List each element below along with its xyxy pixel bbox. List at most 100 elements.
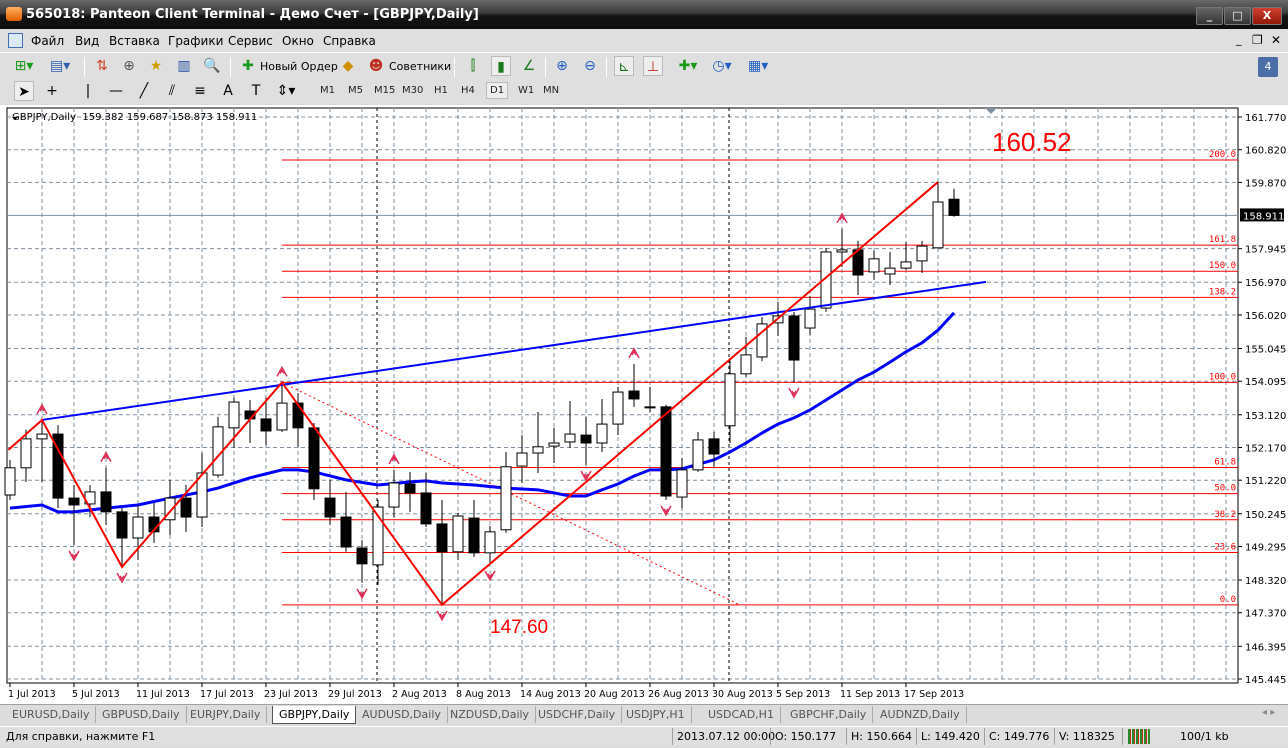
menu-window[interactable]: Окно	[282, 34, 314, 48]
date-tick-label: 2 Aug 2013	[392, 689, 447, 700]
data-window-icon[interactable]: ⊕	[123, 58, 135, 74]
minimize-button[interactable]: _	[1196, 7, 1223, 25]
line-chart-icon[interactable]: ∠	[522, 58, 536, 74]
swing-low-arrow-icon	[580, 470, 592, 482]
timeframe-m1[interactable]: M1	[320, 85, 335, 96]
status-high: H: 150.664	[851, 730, 912, 743]
date-tick-label: 26 Aug 2013	[648, 689, 709, 700]
candle-body	[324, 497, 336, 518]
tab-scroll-arrows[interactable]: ◂ ▸	[1262, 707, 1276, 718]
menu-help[interactable]: Справка	[323, 34, 376, 48]
candle-body	[68, 497, 80, 506]
status-low: L: 149.420	[921, 730, 980, 743]
menu-insert[interactable]: Вставка	[109, 34, 160, 48]
timeframe-d1[interactable]: D1	[486, 82, 509, 99]
profiles-icon[interactable]: ▤▾	[50, 58, 71, 74]
chart-tab[interactable]: GBPCHF,Daily	[784, 706, 874, 723]
timeframe-h1[interactable]: H1	[434, 85, 448, 96]
equidistant-channel-icon[interactable]: ⫽	[168, 83, 176, 99]
swing-low-arrow-icon	[788, 387, 800, 399]
candle-body	[4, 467, 16, 496]
auto-scroll-icon[interactable]: ⊾	[614, 56, 634, 76]
experts-icon: ☻	[368, 58, 384, 74]
maximize-button[interactable]: □	[1224, 7, 1251, 25]
menu-file[interactable]: Файл	[31, 34, 65, 48]
strategy-tester-icon[interactable]: 🔍	[203, 58, 221, 74]
chart-tab[interactable]: EURUSD,Daily	[6, 706, 97, 723]
status-help: Для справки, нажмите F1	[6, 730, 156, 743]
date-tick-label: 5 Sep 2013	[776, 689, 830, 700]
menu-charts[interactable]: Графики	[168, 34, 224, 48]
chart-shift-icon[interactable]: ⊥	[643, 56, 663, 76]
timeframe-mn[interactable]: MN	[543, 85, 560, 96]
swing-low-arrow-icon	[484, 570, 496, 582]
chart-tab[interactable]: AUDNZD,Daily	[874, 706, 967, 723]
menu-view[interactable]: Вид	[75, 34, 100, 48]
market-watch-icon[interactable]: ⇅	[96, 58, 108, 74]
candle-body	[436, 523, 448, 553]
trendline-icon[interactable]: ╱	[139, 83, 149, 99]
date-tick-label: 11 Jul 2013	[136, 689, 190, 700]
chart-header-dropdown-icon	[12, 117, 18, 120]
periods-icon[interactable]: ◷▾	[712, 58, 732, 74]
price-tick-label: 148.320	[1245, 576, 1286, 587]
mdi-minimize-button[interactable]: _	[1236, 33, 1242, 46]
swing-low-arrow-icon	[68, 550, 80, 562]
zoom-in-icon[interactable]: ⊕	[556, 58, 568, 74]
candle-body	[548, 442, 560, 447]
candle-body	[756, 323, 768, 358]
vertical-line-icon[interactable]: |	[85, 83, 91, 99]
separator	[230, 57, 231, 77]
timeframe-m15[interactable]: M15	[374, 85, 396, 96]
chart-tab[interactable]: GBPJPY,Daily	[272, 706, 357, 724]
horizontal-line-icon[interactable]: —	[109, 83, 123, 99]
experts-button[interactable]: Советники	[389, 60, 452, 73]
price-tick-label: 150.245	[1245, 510, 1286, 521]
candle-body	[708, 438, 720, 455]
connection-status-icon[interactable]	[1128, 729, 1150, 744]
crosshair-icon[interactable]: +	[46, 83, 58, 99]
date-tick-label: 17 Jul 2013	[200, 689, 254, 700]
candle-body	[180, 497, 192, 518]
cursor-icon[interactable]: ➤	[14, 81, 34, 101]
zoom-out-icon[interactable]: ⊖	[584, 58, 596, 74]
candlestick-chart-icon[interactable]: ▮	[491, 56, 511, 76]
mdi-close-button[interactable]: ✕	[1271, 33, 1282, 47]
timeframe-m30[interactable]: M30	[402, 85, 424, 96]
new-chart-icon[interactable]: ⊞▾	[14, 58, 34, 74]
navigator-icon[interactable]: ★	[149, 58, 163, 74]
bar-chart-icon[interactable]: ⫿	[470, 58, 476, 74]
candle-body	[676, 469, 688, 498]
mdi-restore-button[interactable]: ❐	[1252, 33, 1263, 47]
chart-tab[interactable]: USDCHF,Daily	[532, 706, 623, 723]
chart-tab[interactable]: USDCAD,H1	[702, 706, 781, 723]
chart-tab[interactable]: AUDUSD,Daily	[356, 706, 448, 723]
notifications-badge[interactable]: 4	[1258, 57, 1278, 77]
timeframe-h4[interactable]: H4	[461, 85, 475, 96]
templates-icon[interactable]: ▦▾	[748, 58, 769, 74]
menu-tools[interactable]: Сервис	[228, 34, 273, 48]
new-order-button[interactable]: Новый Ордер	[260, 60, 338, 73]
fibonacci-icon[interactable]: ≡	[194, 83, 206, 99]
timeframe-m5[interactable]: M5	[348, 85, 363, 96]
text-label-icon[interactable]: T	[251, 83, 261, 99]
chart-window[interactable]: 200.0 161.8 150.0 138.2 100.0 61.8 50.0 38.2 23.…	[0, 105, 1288, 705]
fib-level-label: 23.6	[1214, 542, 1236, 552]
fib-level-label: 0.0	[1220, 595, 1236, 605]
chart-tab[interactable]: USDJPY,H1	[620, 706, 692, 723]
chart-tabs: EURUSD,Daily GBPUSD,Daily EURJPY,Daily GBPJ…	[0, 704, 1288, 724]
chart-tab[interactable]: GBPUSD,Daily	[96, 706, 187, 723]
swing-low-arrow-icon	[660, 505, 672, 517]
text-icon[interactable]: A	[223, 83, 233, 99]
terminal-icon[interactable]: ▥	[177, 58, 191, 74]
timeframe-w1[interactable]: W1	[518, 85, 535, 96]
candle-body	[500, 466, 512, 531]
close-button[interactable]: X	[1252, 7, 1282, 25]
alert-icon[interactable]: ◆	[342, 58, 354, 74]
chart-tab[interactable]: NZDUSD,Daily	[444, 706, 537, 723]
indicators-icon[interactable]: ✚▾	[678, 58, 698, 74]
price-tick-label: 147.370	[1245, 609, 1286, 620]
arrows-icon[interactable]: ⇕▾	[276, 83, 296, 99]
chart-tab[interactable]: EURJPY,Daily	[184, 706, 268, 723]
price-chart[interactable]: 200.0 161.8 150.0 138.2 100.0 61.8 50.0 38.2 23.…	[0, 105, 1288, 705]
